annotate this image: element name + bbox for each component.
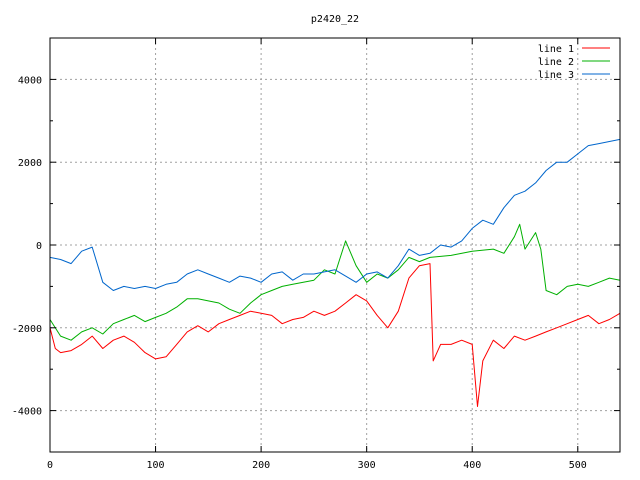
series-lines xyxy=(49,138,621,407)
x-tick-label: 500 xyxy=(569,460,587,471)
y-tick-label: -2000 xyxy=(12,324,42,335)
y-tick-label: 4000 xyxy=(18,75,42,86)
y-tick-label: 0 xyxy=(36,241,42,252)
x-tick-label: 200 xyxy=(252,460,270,471)
legend-label: line 3 xyxy=(538,70,574,81)
y-tick-label: -4000 xyxy=(12,407,42,418)
series-line-2 xyxy=(49,223,621,341)
series-line-1 xyxy=(49,263,621,407)
legend: line 1 line 2 line 3 xyxy=(538,44,610,81)
chart-title: p2420_22 xyxy=(311,14,359,25)
axis-ticks: 0 100 200 300 400 500 -4000 -2000 0 2000 4000 xyxy=(12,37,620,471)
y-tick-label: 2000 xyxy=(18,158,42,169)
x-tick-label: 300 xyxy=(358,460,376,471)
x-tick-label: 400 xyxy=(463,460,481,471)
legend-label: line 2 xyxy=(538,57,574,68)
x-tick-label: 0 xyxy=(47,460,53,471)
series-line-3 xyxy=(49,138,621,291)
legend-label: line 1 xyxy=(538,44,574,55)
grid xyxy=(50,38,620,452)
x-tick-label: 100 xyxy=(147,460,165,471)
